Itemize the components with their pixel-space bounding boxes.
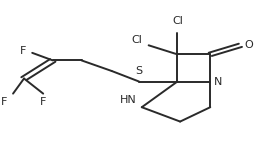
Text: N: N (214, 77, 223, 87)
Text: Cl: Cl (172, 16, 183, 26)
Text: HN: HN (120, 95, 136, 105)
Text: F: F (39, 97, 46, 107)
Text: S: S (136, 66, 143, 76)
Text: Cl: Cl (131, 35, 142, 45)
Text: F: F (1, 97, 7, 107)
Text: F: F (20, 46, 26, 56)
Text: O: O (245, 40, 253, 50)
